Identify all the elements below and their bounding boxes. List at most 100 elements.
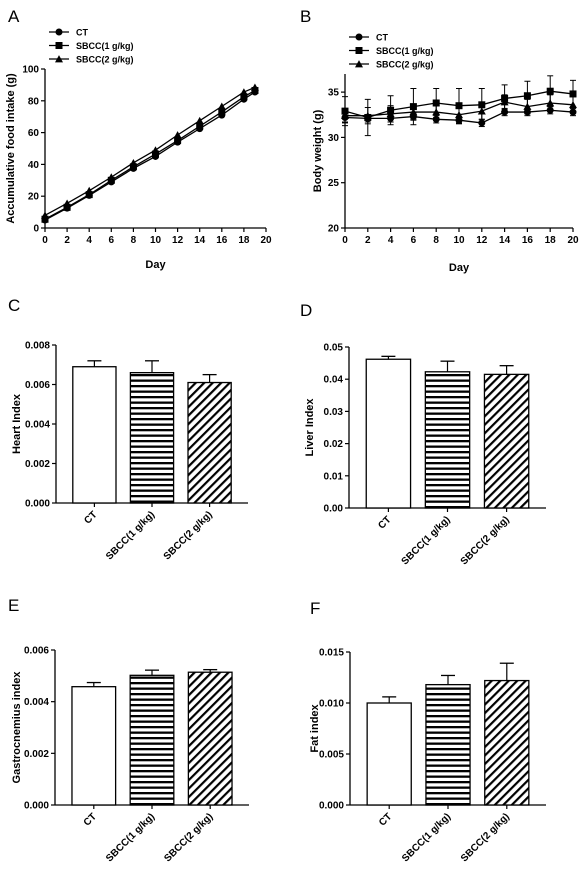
data-point (569, 100, 577, 109)
data-point (196, 122, 204, 130)
data-point (85, 186, 94, 194)
category-label: CT (377, 811, 394, 828)
legend-marker (55, 42, 63, 49)
x-tick-label: 20 (260, 235, 272, 246)
data-point (239, 88, 248, 96)
data-point (240, 93, 248, 101)
category-label: SBCC(2 g/kg) (162, 509, 215, 562)
panel-letter: E (8, 596, 19, 615)
y-tick-label: 0.000 (24, 801, 49, 812)
series-square (41, 86, 259, 223)
x-tick-label: 14 (194, 235, 206, 246)
category-label: SBCC(1 g/kg) (104, 509, 157, 562)
bar (187, 671, 233, 806)
data-point (41, 215, 49, 223)
panel-e: E 0.000 0.002 0.004 0.006 Gastrocnemius index… (8, 596, 249, 864)
bar (129, 674, 175, 806)
panel-a: A 0 2 4 6 8 10 12 14 16 18 20 0 20 40 60 80 100 Day Accumul… (5, 7, 272, 271)
bar (365, 358, 412, 509)
y-axis-title: Body weight (g) (312, 109, 324, 192)
legend-label: CT (76, 28, 88, 38)
x-tick-label: 12 (172, 235, 184, 246)
data-point (107, 173, 116, 181)
bar (484, 679, 530, 806)
data-point (85, 191, 93, 199)
data-point (409, 108, 418, 116)
category-label: SBCC(2 g/kg) (459, 811, 512, 864)
y-tick-label: 20 (328, 224, 340, 235)
x-tick-label: 8 (433, 235, 439, 246)
legend-label: SBCC(1 g/kg) (376, 46, 434, 56)
y-tick-label: 0.015 (319, 648, 344, 659)
category-label: SBCC(2 g/kg) (162, 811, 215, 864)
data-point (546, 99, 555, 107)
data-point (363, 111, 372, 119)
x-tick-label: 0 (342, 235, 348, 246)
category-label: SBCC(1 g/kg) (400, 514, 453, 567)
y-axis-title: Gastrocnemius index (11, 671, 23, 784)
x-tick-label: 4 (86, 235, 92, 246)
y-axis-title: Liver Index (304, 398, 316, 457)
panel-letter: A (8, 7, 20, 26)
x-tick-label: 12 (476, 235, 488, 246)
data-point (151, 146, 160, 154)
legend-marker (355, 33, 363, 41)
y-tick-label: 0.006 (24, 646, 49, 657)
data-point (500, 98, 509, 106)
legend-marker (55, 55, 63, 63)
data-point (218, 108, 226, 116)
data-point (432, 99, 440, 107)
x-tick-label: 8 (131, 235, 137, 246)
y-axis-title: Heart Index (11, 393, 23, 454)
data-point (250, 83, 259, 91)
x-tick-label: 16 (216, 235, 228, 246)
series-triangle (341, 94, 577, 125)
y-axis-title: Accumulative food intake (g) (5, 73, 17, 224)
y-tick-label: 0.004 (25, 420, 50, 431)
data-point (152, 150, 159, 158)
panel-f: F 0.000 0.005 0.010 0.015 Fat index CT SBCC(1 g… (309, 599, 546, 864)
y-tick-label: 0.006 (25, 380, 50, 391)
x-tick-label: 2 (365, 235, 371, 246)
y-tick-label: 0.01 (324, 471, 344, 482)
data-point (386, 110, 395, 118)
data-point (455, 110, 463, 119)
y-tick-label: 0.000 (319, 801, 344, 812)
bar (71, 686, 117, 806)
y-tick-label: 0.04 (324, 375, 344, 386)
x-tick-label: 16 (522, 235, 534, 246)
data-point (546, 87, 554, 95)
category-label: SBCC(1 g/kg) (104, 811, 157, 864)
data-point (432, 108, 441, 116)
data-point (477, 107, 486, 115)
series-triangle (41, 83, 259, 219)
panel-letter: D (300, 301, 312, 320)
y-tick-label: 0.004 (24, 697, 49, 708)
panel-d: D 0.00 0.01 0.02 0.03 0.04 0.05 Liver Index CT SB… (300, 301, 546, 567)
legend-marker (355, 60, 363, 68)
category-label: CT (82, 509, 99, 526)
series-square (341, 75, 577, 137)
y-tick-label: 0.05 (324, 343, 344, 354)
bar (424, 371, 471, 509)
y-tick-label: 100 (22, 65, 39, 76)
y-tick-label: 0.00 (324, 504, 344, 515)
panel-b: B 0 2 4 6 8 10 12 14 16 18 20 20 25 30 35 Day Body weight… (300, 7, 579, 274)
y-tick-label: 0.000 (25, 499, 50, 510)
legend-label: SBCC(1 g/kg) (76, 41, 134, 51)
x-axis-title: Day (145, 259, 166, 271)
bar (72, 366, 117, 504)
y-tick-label: 0.03 (324, 407, 344, 418)
data-point (341, 111, 349, 119)
y-tick-label: 0.02 (324, 439, 344, 450)
legend-marker (355, 47, 363, 54)
bar (187, 381, 232, 504)
data-point (455, 102, 463, 110)
x-tick-label: 6 (109, 235, 115, 246)
y-tick-label: 35 (328, 88, 340, 99)
y-tick-label: 0.010 (319, 699, 344, 710)
legend-label: SBCC(2 g/kg) (376, 60, 434, 70)
data-point (569, 90, 577, 98)
x-tick-label: 20 (567, 235, 579, 246)
panel-letter: C (8, 296, 20, 315)
